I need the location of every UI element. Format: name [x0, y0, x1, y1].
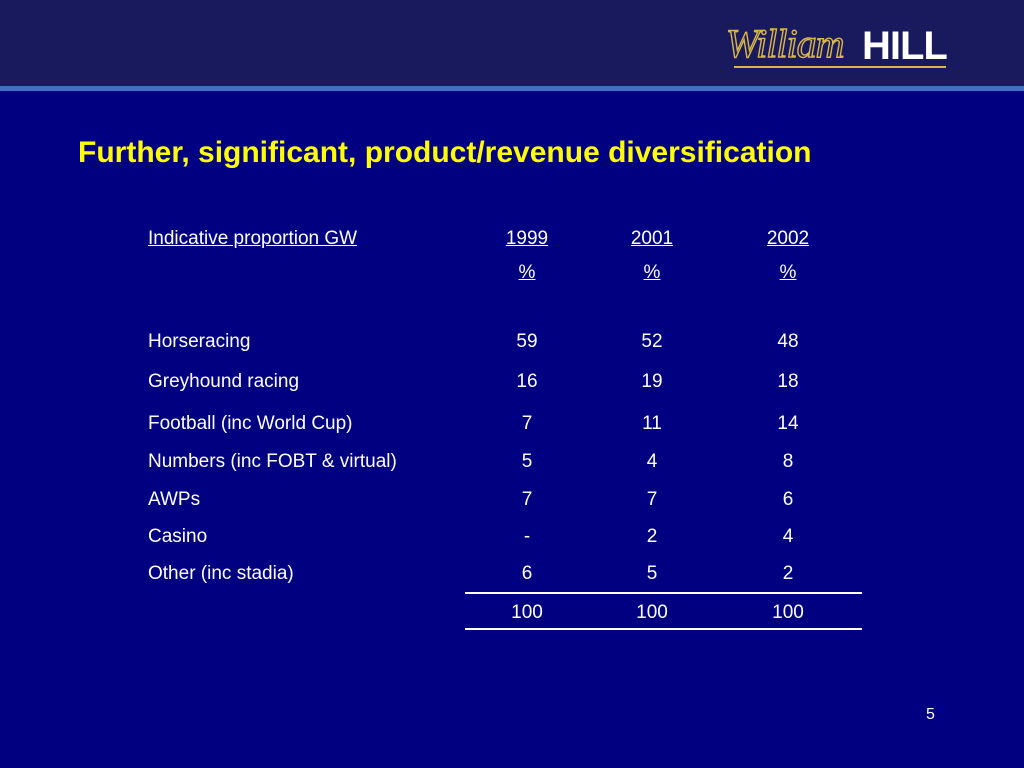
row-value: 16 [516, 371, 538, 392]
header-divider [0, 86, 1024, 91]
row-value: 52 [641, 331, 663, 352]
row-value: 14 [777, 413, 799, 434]
row-value: 6 [521, 563, 533, 584]
page-number: 5 [926, 706, 935, 723]
row-value: 59 [516, 331, 538, 352]
row-value: 7 [521, 413, 533, 434]
row-label: AWPs [148, 489, 201, 510]
logo-bold-text: HILL [862, 24, 948, 68]
column-header-year: 2001 [630, 228, 674, 249]
total-value: 100 [772, 602, 804, 623]
total-bottom-rule [465, 628, 862, 630]
row-label: Football (inc World Cup) [148, 413, 353, 434]
column-header-year: 1999 [505, 228, 549, 249]
page-title: Further, significant, product/revenue di… [78, 136, 812, 169]
column-header-unit: % [779, 262, 797, 283]
william-hill-logo: William HILL [725, 18, 948, 70]
total-value: 100 [511, 602, 543, 623]
row-value: 7 [521, 489, 533, 510]
table-header-label: Indicative proportion GW [148, 228, 358, 249]
column-header-year: 2002 [766, 228, 810, 249]
column-header-unit: % [518, 262, 536, 283]
row-label: Casino [148, 526, 208, 547]
logo-underline [734, 66, 946, 68]
row-value: 19 [641, 371, 663, 392]
row-value: 6 [782, 489, 794, 510]
logo-script-text: William [725, 20, 845, 66]
row-value: 11 [642, 413, 662, 434]
row-value: 8 [782, 451, 794, 472]
row-value: 5 [646, 563, 658, 584]
row-value: 5 [521, 451, 533, 472]
row-value: 48 [777, 331, 799, 352]
row-label: Other (inc stadia) [148, 563, 294, 584]
row-label: Greyhound racing [148, 371, 300, 392]
row-value: 7 [646, 489, 658, 510]
row-label: Numbers (inc FOBT & virtual) [148, 451, 397, 472]
row-value: 4 [646, 451, 658, 472]
row-value: 2 [782, 563, 794, 584]
total-top-rule [465, 592, 862, 594]
column-header-unit: % [643, 262, 661, 283]
row-value: - [523, 526, 531, 547]
row-label: Horseracing [148, 331, 251, 352]
row-value: 4 [782, 526, 794, 547]
row-value: 18 [777, 371, 799, 392]
header-band [0, 0, 1024, 86]
total-value: 100 [636, 602, 668, 623]
row-value: 2 [646, 526, 658, 547]
